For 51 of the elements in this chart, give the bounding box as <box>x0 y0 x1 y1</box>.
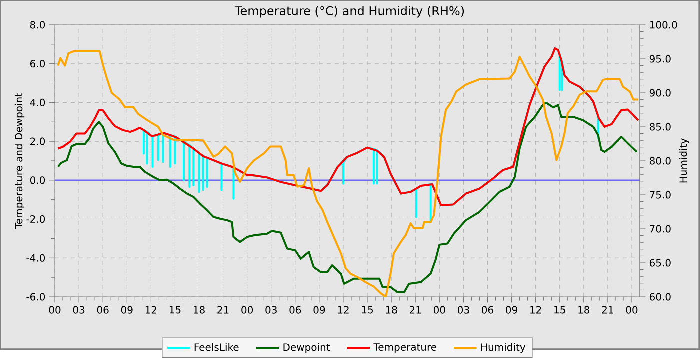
x-tick-label: 06 <box>482 306 494 314</box>
y-tick-label: 6.0 <box>30 60 46 68</box>
x-tick-label: 21 <box>218 306 229 314</box>
y2-tick-label: 100.0 <box>650 21 678 29</box>
x-tick-label: 00 <box>49 306 61 314</box>
chart-title: Temperature (°C) and Humidity (RH%) <box>234 6 464 18</box>
y2-tick-label: 85.0 <box>650 123 671 131</box>
x-tick-label: 00 <box>626 306 638 314</box>
line-series <box>57 50 640 297</box>
y-axis-title: Temperature and Dewpoint <box>14 93 25 229</box>
y-tick-label: 0.0 <box>30 176 46 184</box>
y-tick-label: -2.0 <box>26 215 46 224</box>
y2-tick-label: 60.0 <box>650 293 671 301</box>
line-series <box>57 47 640 206</box>
x-tick-label: 15 <box>170 306 181 314</box>
y2-tick-label: 75.0 <box>650 191 671 199</box>
x-tick-label: 21 <box>410 306 422 314</box>
y-tick-label: -6.0 <box>26 293 46 301</box>
x-tick-label: 12 <box>146 306 157 314</box>
x-tick-label: 18 <box>578 306 590 314</box>
x-tick-label: 18 <box>194 306 205 314</box>
y2-tick-label: 80.0 <box>650 157 671 165</box>
x-tick-label: 21 <box>602 306 614 314</box>
x-tick-label: 15 <box>554 306 566 314</box>
y-tick-label: -4.0 <box>26 254 46 262</box>
x-tick-label: 03 <box>73 306 85 314</box>
y2-axis-title: Humidity <box>680 138 690 183</box>
x-tick-label: 00 <box>434 306 446 314</box>
y2-tick-label: 65.0 <box>650 259 671 267</box>
y2-tick-label: 95.0 <box>650 55 671 63</box>
y2-tick-label: 90.0 <box>650 89 671 97</box>
legend-label: FeelsLike <box>194 343 239 352</box>
x-tick-label: 09 <box>121 306 133 314</box>
y-tick-label: 8.0 <box>30 21 46 29</box>
x-tick-label: 18 <box>386 306 398 314</box>
x-tick-label: 12 <box>338 306 349 314</box>
x-tick-label: 03 <box>266 306 277 314</box>
x-tick-label: 15 <box>362 306 374 314</box>
legend-label: Temperature <box>374 344 437 353</box>
y2-tick-label: 70.0 <box>650 225 671 233</box>
x-tick-label: 12 <box>530 306 542 314</box>
legend-label: Dewpoint <box>284 343 330 354</box>
x-tick-label: 00 <box>242 306 254 314</box>
y-tick-label: 2.0 <box>30 138 46 146</box>
x-tick-label: 06 <box>97 306 109 314</box>
x-tick-label: 06 <box>290 306 302 314</box>
legend-label: Humidity <box>481 343 526 354</box>
x-tick-label: 09 <box>314 306 326 314</box>
y-tick-label: 4.0 <box>30 98 46 106</box>
x-tick-label: 03 <box>458 306 470 314</box>
x-tick-label: 09 <box>506 306 518 314</box>
